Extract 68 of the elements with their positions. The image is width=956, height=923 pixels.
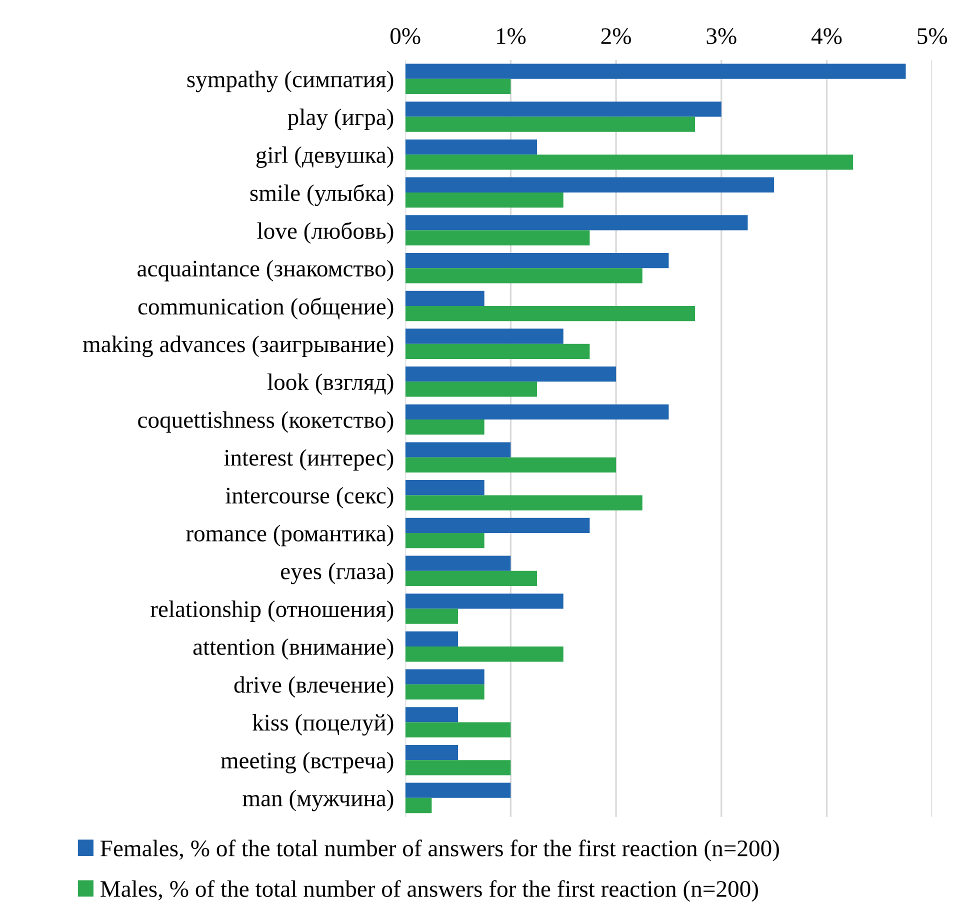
y-tick-label: man (мужчина): [242, 790, 394, 812]
x-tick-label: 2%: [601, 28, 631, 44]
y-tick-label: smile (улыбка): [250, 184, 394, 206]
bar: [405, 744, 458, 760]
y-tick-label: interest (интерес): [224, 449, 394, 471]
x-tick-label: 3%: [706, 28, 736, 44]
x-tick-label: 1%: [497, 28, 526, 44]
bar: [405, 707, 458, 722]
y-tick-label: making advances (заигрывание): [82, 336, 394, 358]
legend-label: Males, % of the total number of answers for the first reaction (n=200): [100, 880, 758, 902]
x-tick-label: 0%: [390, 28, 420, 44]
bar: [405, 290, 484, 306]
bar: [405, 420, 484, 435]
y-tick-label: eyes (глаза): [281, 562, 394, 584]
y-tick-label: romance (романтика): [186, 524, 394, 546]
y-tick-label: intercourse (секс): [226, 487, 394, 508]
y-tick-label: coquettishness (кокетство): [138, 411, 394, 433]
bar: [405, 404, 669, 420]
bar: [405, 669, 484, 684]
bar: [405, 608, 458, 624]
x-tick-label: 4%: [811, 28, 842, 44]
bar: [405, 722, 511, 738]
bar: [405, 230, 590, 246]
y-tick-label: attention (внимание): [193, 638, 394, 660]
bar: [405, 570, 538, 586]
bar: [405, 798, 432, 814]
bar: [405, 344, 590, 359]
bar: [405, 192, 564, 208]
bar: [405, 268, 642, 284]
bar: [405, 366, 616, 382]
y-tick-label: love (любовь): [257, 222, 394, 244]
bar: [405, 382, 538, 397]
y-tick-label: acquaintance (знакомство): [138, 260, 394, 282]
bar: [405, 760, 511, 776]
bar: [405, 215, 748, 230]
bar: [405, 139, 538, 155]
bar: [405, 684, 484, 700]
bar: [405, 594, 564, 609]
y-tick-label: communication (общение): [138, 298, 394, 320]
bar: [405, 78, 511, 94]
bar: [405, 495, 642, 510]
y-tick-label: look (взгляд): [267, 373, 394, 395]
bar: [405, 154, 854, 170]
bar: [405, 782, 511, 798]
bar: [405, 116, 696, 132]
bar: [405, 480, 484, 496]
bar: [405, 328, 564, 344]
bar: [405, 556, 511, 571]
bar: [405, 306, 696, 322]
y-tick-label: relationship (отношения): [150, 600, 394, 622]
bar: [405, 533, 484, 548]
bar: [405, 102, 722, 117]
y-tick-label: drive (влечение): [234, 676, 394, 698]
bar: [405, 252, 669, 268]
y-tick-label: play (игра): [288, 108, 394, 130]
bar: [405, 631, 458, 647]
y-tick-label: sympathy (симпатия): [187, 70, 394, 92]
legend-label: Females, % of the total number of answers for the first reaction (n=200): [100, 840, 779, 862]
y-tick-label: meeting (встреча): [220, 752, 394, 774]
bar: [405, 518, 590, 534]
y-tick-label: girl (девушка): [256, 146, 394, 168]
bar: [405, 177, 774, 192]
bar: [405, 442, 511, 458]
bar: [405, 646, 564, 662]
y-tick-label: kiss (поцелуй): [252, 714, 394, 736]
bar: [405, 64, 906, 79]
x-tick-label: 5%: [918, 28, 948, 44]
bar: [405, 457, 616, 472]
